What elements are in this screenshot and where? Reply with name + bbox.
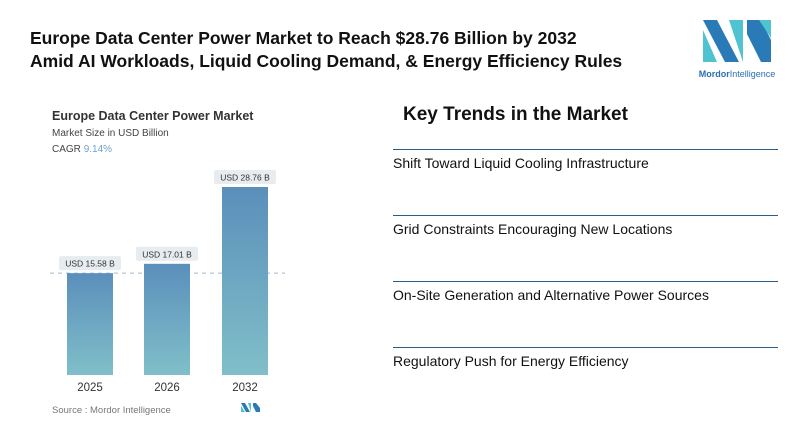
trend-item: Shift Toward Liquid Cooling Infrastructu… — [393, 149, 778, 171]
x-tick-label: 2032 — [232, 382, 258, 394]
data-label: USD 17.01 B — [142, 249, 192, 259]
trend-item: On-Site Generation and Alternative Power… — [393, 281, 778, 303]
mordor-logo-icon — [703, 20, 771, 62]
headline: Europe Data Center Power Market to Reach… — [30, 27, 622, 73]
chart-source: Source : Mordor Intelligence — [52, 405, 171, 416]
x-tick-label: 2026 — [154, 382, 180, 394]
trend-item: Regulatory Push for Energy Efficiency — [393, 347, 778, 369]
headline-line-1: Europe Data Center Power Market to Reach… — [30, 28, 577, 48]
data-label: USD 15.58 B — [65, 259, 115, 269]
mordor-logo: MordorIntelligence — [692, 20, 782, 79]
chart-cagr: CAGR 9.14% — [52, 144, 112, 155]
x-tick-label: 2025 — [77, 382, 103, 394]
bar-2025 — [67, 273, 113, 375]
bar-chart: USD 15.58 B 2025 USD 17.01 B 2026 USD 28.76 … — [50, 170, 285, 412]
logo-text: Intelligence — [729, 69, 776, 79]
data-label-bg — [136, 246, 198, 261]
cagr-value: 9.14% — [83, 144, 113, 155]
bar-2032 — [222, 187, 268, 375]
chart-title: Europe Data Center Power Market — [52, 109, 254, 123]
bar-2026 — [144, 263, 190, 375]
cagr-label: CAGR — [52, 144, 81, 155]
data-label-bg — [59, 256, 121, 271]
data-label: USD 28.76 B — [220, 173, 270, 183]
chart-card: USD 15.58 B 2025 USD 17.01 B 2026 USD 28.76 … — [33, 100, 295, 422]
chart-subtitle: Market Size in USD Billion — [52, 128, 169, 139]
logo-text-bold: Mordor — [698, 69, 730, 79]
key-trends-title: Key Trends in the Market — [403, 104, 628, 125]
data-label-bg — [214, 170, 276, 184]
headline-line-2: Amid AI Workloads, Liquid Cooling Demand… — [30, 51, 623, 71]
mordor-mini-logo-icon — [241, 403, 260, 412]
trend-item: Grid Constraints Encouraging New Locatio… — [393, 215, 778, 237]
